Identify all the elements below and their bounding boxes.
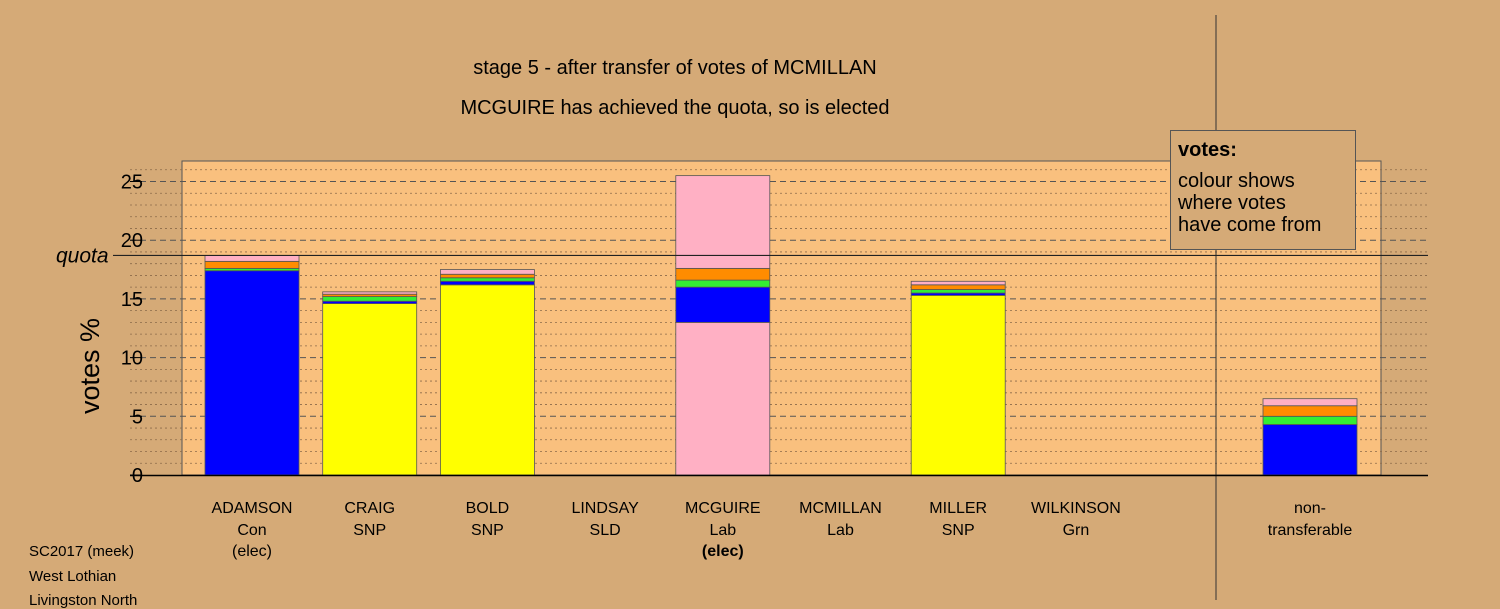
nontransferable-label-2: transferable — [1268, 522, 1353, 539]
legend-line-3: have come from — [1178, 214, 1322, 236]
bar-segment-bold — [439, 269, 535, 275]
legend-line-2: where votes — [1178, 192, 1286, 214]
y-tick-label: 25 — [121, 172, 143, 194]
candidate-name-miller: MILLER — [929, 500, 987, 517]
candidate-party-wilkinson: Grn — [1063, 522, 1090, 539]
y-tick-label: 15 — [121, 289, 143, 311]
bar-segment-nontransferable — [1262, 405, 1358, 417]
candidate-party-adamson: Con — [237, 522, 266, 539]
candidate-name-adamson: ADAMSON — [212, 500, 293, 517]
bar-segment-craig — [322, 296, 418, 302]
bar-segment-miller — [910, 280, 1006, 286]
bar-segment-nontransferable — [1262, 398, 1358, 407]
y-ticks: 0 5 10 15 20 25 — [121, 172, 143, 488]
footer-election: SC2017 (meek) — [29, 543, 135, 560]
candidate-party-craig: SNP — [353, 522, 386, 539]
candidate-party-mcmillan: Lab — [827, 522, 854, 539]
y-tick-label: 20 — [121, 230, 143, 252]
chart-subtitle: MCGUIRE has achieved the quota, so is el… — [460, 97, 889, 119]
bar-segment-miller — [910, 284, 1006, 290]
bar-segment-adamson — [204, 255, 300, 262]
bar-segment-nontransferable — [1262, 424, 1358, 476]
candidate-name-lindsay: LINDSAY — [571, 500, 639, 517]
candidate-name-mcguire: MCGUIRE — [685, 500, 761, 517]
candidate-status-adamson: (elec) — [232, 543, 272, 560]
bar-segment-adamson — [204, 270, 300, 476]
bars — [204, 175, 1358, 476]
legend-title: votes: — [1178, 139, 1237, 161]
bar-segment-bold — [439, 284, 535, 476]
legend: votes: colour shows where votes have com… — [1170, 130, 1356, 250]
bar-segment-bold — [439, 273, 535, 279]
footer-ward: Livingston North — [29, 592, 138, 609]
bar-segment-mcguire — [675, 267, 771, 281]
y-tick-label: 5 — [132, 406, 143, 428]
bar-segment-mcguire — [675, 175, 771, 269]
y-axis-label: votes % — [75, 318, 105, 414]
bar-segment-bold — [439, 280, 535, 286]
bar-segment-craig — [322, 303, 418, 476]
chart-title: stage 5 - after transfer of votes of MCM… — [473, 57, 877, 79]
bar-segment-mcguire — [675, 279, 771, 288]
legend-line-1: colour shows — [1178, 170, 1295, 192]
bar-segment-adamson — [204, 260, 300, 269]
candidate-party-bold: SNP — [471, 522, 504, 539]
quota-label: quota — [56, 244, 109, 267]
candidate-name-craig: CRAIG — [344, 500, 395, 517]
bar-segment-miller — [910, 294, 1006, 476]
candidate-name-wilkinson: WILKINSON — [1031, 500, 1121, 517]
candidate-name-bold: BOLD — [466, 500, 510, 517]
candidate-name-mcmillan: MCMILLAN — [799, 500, 882, 517]
candidate-party-lindsay: SLD — [590, 522, 621, 539]
candidate-status-mcguire: (elec) — [702, 543, 744, 560]
bar-segment-miller — [910, 289, 1006, 294]
y-tick-label: 0 — [132, 465, 143, 487]
bar-segment-nontransferable — [1262, 415, 1358, 425]
footer-council: West Lothian — [29, 568, 117, 585]
x-labels: ADAMSON Con (elec) CRAIG SNP BOLD SNP LINDSAY SL… — [212, 500, 1353, 560]
bar-segment-bold — [439, 277, 535, 282]
candidate-party-miller: SNP — [942, 522, 975, 539]
y-tick-label: 10 — [121, 348, 143, 370]
bar-segment-mcguire — [675, 286, 771, 323]
nontransferable-label-1: non- — [1294, 500, 1326, 517]
bar-segment-craig — [322, 291, 418, 295]
bar-segment-mcguire — [675, 321, 771, 476]
candidate-party-mcguire: Lab — [709, 522, 736, 539]
